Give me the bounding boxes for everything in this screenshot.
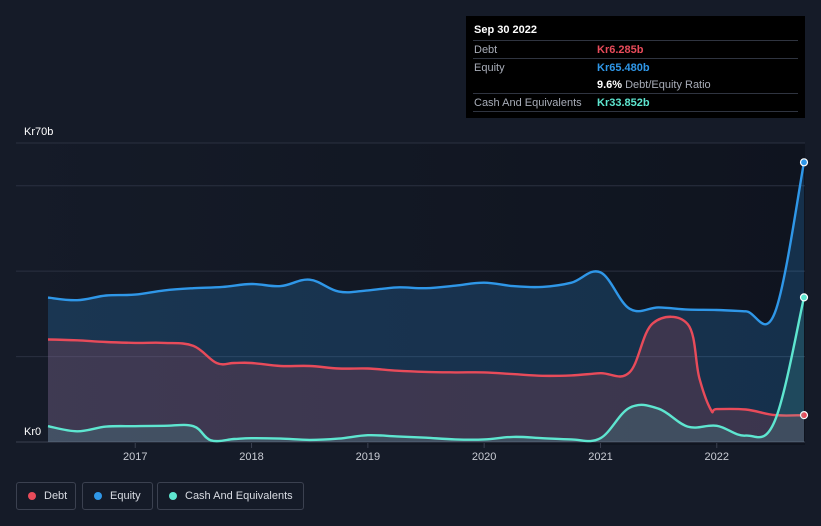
tooltip-bottom-rule — [473, 111, 798, 118]
x-tick-label: 2018 — [239, 451, 263, 463]
cash-and-equivalents-end-marker — [799, 293, 809, 302]
tooltip-ratio-text: Debt/Equity Ratio — [625, 78, 711, 91]
tooltip-value-debt: Kr6.285b — [597, 43, 644, 56]
cash-and-equivalents-area — [48, 297, 804, 442]
legend-item-cash[interactable]: Cash And Equivalents — [157, 482, 304, 510]
series-layer — [47, 158, 809, 443]
y-axis-bottom-label: Kr0 — [24, 426, 42, 438]
x-tick-label: 2019 — [356, 451, 380, 463]
tooltip: Sep 30 2022 Debt Kr6.285b Equity Kr65.48… — [466, 16, 805, 118]
legend-item-debt[interactable]: Debt — [16, 482, 76, 510]
debt-line — [47, 315, 805, 417]
legend-dot-cash — [169, 492, 177, 500]
tooltip-row-debt: Debt Kr6.285b — [473, 40, 798, 58]
tooltip-date: Sep 30 2022 — [474, 24, 537, 36]
equity-end-marker — [799, 158, 809, 167]
debt-area — [48, 316, 804, 442]
tooltip-value-ratio: 9.6% — [597, 78, 623, 91]
tooltip-label-cash: Cash And Equivalents — [474, 96, 582, 109]
legend-label-cash: Cash And Equivalents — [185, 490, 293, 502]
legend-label-debt: Debt — [44, 490, 68, 502]
grid-lines — [16, 142, 805, 443]
tooltip-label-debt: Debt — [474, 43, 498, 56]
tooltip-row-equity: Equity Kr65.480b — [473, 58, 798, 76]
tooltip-label-equity: Equity — [474, 61, 505, 74]
legend-item-equity[interactable]: Equity — [82, 482, 153, 510]
legend-dot-debt — [28, 492, 36, 500]
equity-area — [48, 162, 804, 443]
cash-and-equivalents-line — [47, 297, 806, 443]
equity-line — [47, 162, 806, 326]
tooltip-row-ratio: 9.6% Debt/Equity Ratio — [473, 76, 798, 93]
tooltip-row-cash: Cash And Equivalents Kr33.852b — [473, 93, 798, 111]
x-axis: 2017 2018 2019 2020 2021 2022 — [123, 443, 729, 463]
legend-label-equity: Equity — [110, 490, 141, 502]
x-tick-label: 2017 — [123, 451, 147, 463]
tooltip-value-cash: Kr33.852b — [597, 96, 650, 109]
legend-dot-equity — [94, 492, 102, 500]
debt-end-marker — [799, 411, 809, 420]
x-tick-label: 2022 — [705, 451, 729, 463]
x-tick-label: 2021 — [588, 451, 612, 463]
y-axis-top-label: Kr70b — [24, 126, 54, 138]
tooltip-value-equity: Kr65.480b — [597, 61, 650, 74]
x-tick-label: 2020 — [472, 451, 496, 463]
